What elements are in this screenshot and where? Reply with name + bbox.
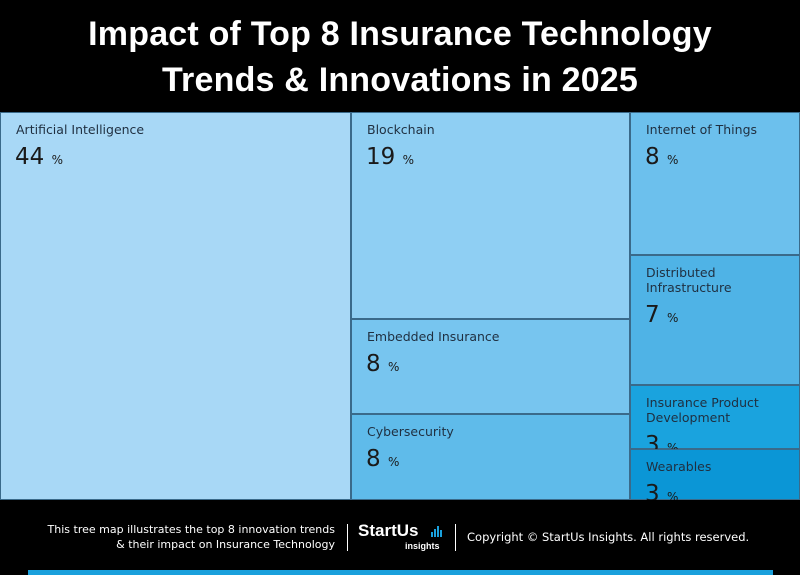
copyright-text: Copyright © StartUs Insights. All rights… xyxy=(467,530,750,544)
chart-title-line-2: Trends & Innovations in 2025 xyxy=(161,61,639,99)
treemap-unit-cybersecurity: % xyxy=(388,455,399,469)
treemap-rect-embedded-insurance xyxy=(351,319,630,414)
treemap-label-cybersecurity: Cybersecurity xyxy=(367,424,454,439)
treemap-label-wearables: Wearables xyxy=(646,459,711,474)
treemap-label-internet-of-things: Internet of Things xyxy=(646,122,757,137)
chart-title: Impact of Top 8 Insurance Technology Tre… xyxy=(88,11,712,103)
footer-divider-left xyxy=(347,524,348,551)
treemap-rect-internet-of-things xyxy=(630,112,800,255)
treemap-unit-insurance-product-development: % xyxy=(667,441,678,455)
footer-description: This tree map illustrates the top 8 inno… xyxy=(15,522,335,552)
accent-bar xyxy=(28,570,773,575)
startus-insights-logo: StartUs insights xyxy=(358,521,446,555)
treemap-label-embedded-insurance: Embedded Insurance xyxy=(367,329,500,344)
title-area: Impact of Top 8 Insurance Technology Tre… xyxy=(0,0,800,112)
treemap-unit-embedded-insurance: % xyxy=(388,360,399,374)
treemap-label-insurance-product-development-2: Development xyxy=(646,410,730,425)
footer: This tree map illustrates the top 8 inno… xyxy=(0,500,800,575)
logo-text: StartUs xyxy=(358,521,419,540)
treemap-unit-internet-of-things: % xyxy=(667,153,678,167)
treemap-label-blockchain: Blockchain xyxy=(367,122,435,137)
treemap-rect-distributed-infrastructure xyxy=(630,255,800,385)
treemap-rect-wearables xyxy=(630,449,800,500)
logo-subtext: insights xyxy=(405,541,440,551)
treemap-unit-wearables: % xyxy=(667,490,678,500)
treemap-rect-insurance-product-development xyxy=(630,385,800,449)
logo-bars-icon xyxy=(431,525,443,537)
treemap-label-distributed-infrastructure-1: Distributed xyxy=(646,265,716,280)
treemap-label-artificial-intelligence: Artificial Intelligence xyxy=(16,122,144,137)
treemap-rect-cybersecurity xyxy=(351,414,630,500)
treemap-label-insurance-product-development-1: Insurance Product xyxy=(646,395,759,410)
treemap-rect-artificial-intelligence xyxy=(0,112,351,500)
treemap-unit-blockchain: % xyxy=(403,153,414,167)
treemap-rect-blockchain xyxy=(351,112,630,319)
chart-title-line-1: Impact of Top 8 Insurance Technology xyxy=(88,15,712,53)
treemap-unit-artificial-intelligence: % xyxy=(52,153,63,167)
treemap-unit-distributed-infrastructure: % xyxy=(667,311,678,325)
treemap-label-distributed-infrastructure-2: Infrastructure xyxy=(646,280,732,295)
footer-description-line-1: This tree map illustrates the top 8 inno… xyxy=(47,523,335,536)
footer-divider-right xyxy=(455,524,456,551)
footer-description-line-2: & their impact on Insurance Technology xyxy=(116,538,335,551)
